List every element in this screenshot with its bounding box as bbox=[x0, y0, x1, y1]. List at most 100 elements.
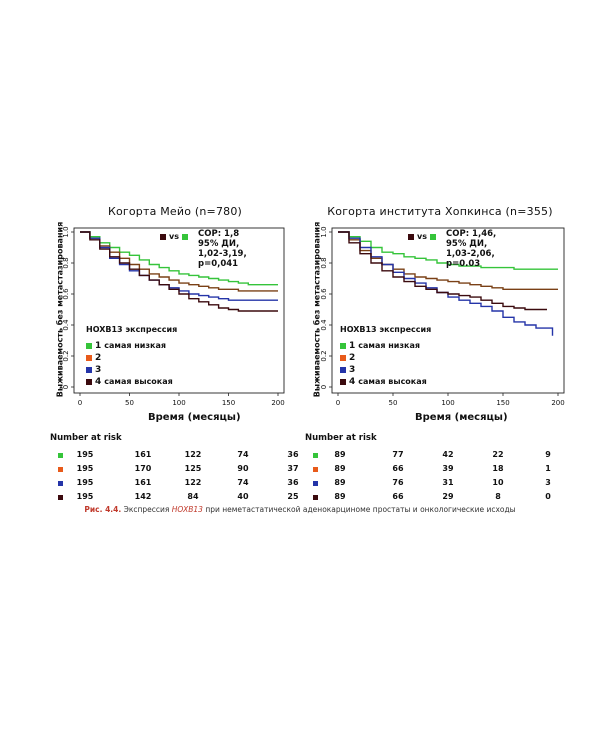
x-tick-label: 150 bbox=[496, 399, 509, 407]
legend-swatch bbox=[340, 378, 346, 385]
risk-table-mayo: Number at risk 195 161 122 74 36 195 170 125 90 3… bbox=[50, 433, 310, 503]
x-tick-label: 200 bbox=[551, 399, 564, 407]
legend-label: самая высокая bbox=[104, 377, 173, 386]
y-tick-label: 0.8 bbox=[320, 257, 328, 268]
legend-swatch-4 bbox=[160, 233, 166, 240]
legend-label: самая высокая bbox=[358, 377, 427, 386]
stat-line: р=0.03 bbox=[446, 259, 481, 269]
risk-cell: 74 bbox=[237, 478, 249, 487]
legend-swatch bbox=[86, 366, 92, 373]
y-tick-label: 0.2 bbox=[320, 350, 328, 361]
legend-swatch-4 bbox=[408, 233, 414, 240]
risk-cell: 10 bbox=[492, 478, 504, 487]
risk-cell: 170 bbox=[134, 464, 152, 473]
legend-number: 2 bbox=[95, 352, 102, 363]
legend-swatch bbox=[340, 366, 346, 373]
y-axis-label: Выживаемость без метастазирования bbox=[312, 221, 322, 398]
risk-row: 195 161 122 74 36 bbox=[50, 478, 310, 490]
risk-row: 89 66 39 18 1 bbox=[305, 464, 575, 476]
chart-mayo: Когорта Мейо (n=780) 0 50 100 150 200 0 0.2 0.4… bbox=[50, 205, 300, 430]
y-tick-label: 0 bbox=[62, 385, 70, 389]
legend-item: 4 самая высокая bbox=[86, 376, 177, 387]
risk-cell: 89 bbox=[334, 478, 346, 487]
stat-line: 95% ДИ, bbox=[446, 239, 488, 249]
risk-cell: 22 bbox=[492, 450, 504, 459]
risk-cell: 76 bbox=[392, 478, 404, 487]
y-tick-label: 0.4 bbox=[62, 319, 70, 331]
comparison-key: vs bbox=[408, 232, 436, 241]
x-tick-label: 100 bbox=[172, 399, 185, 407]
legend-item: 3 bbox=[86, 364, 177, 375]
legend-swatch bbox=[340, 342, 346, 349]
figure-caption: Рис. 4.4. Экспрессия HOXB13 при неметаст… bbox=[0, 505, 600, 514]
legend-item: 1 самая низкая bbox=[340, 340, 431, 351]
legend-number: 1 bbox=[95, 340, 102, 351]
caption-label: Рис. 4.4. bbox=[84, 505, 122, 514]
series-line-1 bbox=[80, 231, 278, 286]
legend-swatch bbox=[340, 354, 346, 361]
caption-suffix: при неметастатической аденокарциноме про… bbox=[202, 505, 516, 514]
caption-gene: HOXB13 bbox=[171, 505, 203, 514]
risk-cell: 125 bbox=[184, 464, 202, 473]
series-line-1 bbox=[338, 231, 558, 270]
x-tick-label: 50 bbox=[389, 399, 398, 407]
stat-line: 1,02-3,19, bbox=[198, 249, 247, 259]
vs-label: vs bbox=[169, 232, 179, 241]
risk-cell: 1 bbox=[545, 464, 551, 473]
y-tick-label: 0.2 bbox=[62, 350, 70, 361]
y-tick-label: 0.4 bbox=[320, 319, 328, 331]
risk-cell: 90 bbox=[237, 464, 249, 473]
legend-number: 2 bbox=[349, 352, 356, 363]
legend-number: 3 bbox=[95, 364, 102, 375]
risk-row: 89 76 31 10 3 bbox=[305, 478, 575, 490]
legend-number: 3 bbox=[349, 364, 356, 375]
hazard-ratio-stats: СОР: 1,8 95% ДИ, 1,02-3,19, р=0,041 bbox=[198, 229, 247, 269]
risk-cell: 8 bbox=[495, 492, 501, 501]
legend-label: самая низкая bbox=[104, 341, 167, 350]
risk-row: 89 66 29 8 0 bbox=[305, 492, 575, 504]
risk-table-title: Number at risk bbox=[50, 433, 122, 443]
legend-item: 4 самая высокая bbox=[340, 376, 431, 387]
stat-line: 1,03-2,06, bbox=[446, 249, 495, 259]
risk-cell: 31 bbox=[442, 478, 454, 487]
risk-cell: 89 bbox=[334, 464, 346, 473]
risk-row: 89 77 42 22 9 bbox=[305, 450, 575, 462]
legend-swatch-1 bbox=[181, 233, 188, 240]
legend-number: 4 bbox=[95, 376, 102, 387]
stat-line: СОР: 1,46, bbox=[446, 229, 497, 239]
stat-line: р=0,041 bbox=[198, 259, 239, 269]
risk-row-swatch bbox=[313, 453, 318, 458]
x-axis-label: Время (месяцы) bbox=[415, 412, 508, 423]
risk-cell: 9 bbox=[545, 450, 551, 459]
risk-cell: 195 bbox=[76, 478, 94, 487]
chart-plot: 0 50 100 150 200 0 0.2 0.4 0.6 0.8 1.0 bbox=[320, 226, 565, 407]
risk-cell: 84 bbox=[187, 492, 199, 501]
risk-cell: 18 bbox=[492, 464, 504, 473]
risk-table-title: Number at risk bbox=[305, 433, 377, 443]
y-tick-label: 0 bbox=[320, 385, 328, 389]
risk-row: 195 170 125 90 37 bbox=[50, 464, 310, 476]
y-tick-label: 0.8 bbox=[62, 257, 70, 268]
series-line-4 bbox=[338, 231, 547, 311]
x-tick-label: 150 bbox=[222, 399, 235, 407]
risk-cell: 3 bbox=[545, 478, 551, 487]
x-tick-label: 0 bbox=[336, 399, 340, 407]
risk-cell: 37 bbox=[287, 464, 299, 473]
risk-row-swatch bbox=[313, 481, 318, 486]
risk-cell: 195 bbox=[76, 492, 94, 501]
x-tick-label: 200 bbox=[271, 399, 284, 407]
series-line-4 bbox=[80, 231, 278, 312]
risk-cell: 161 bbox=[134, 478, 152, 487]
chart-title: Когорта Мейо (n=780) bbox=[107, 205, 243, 218]
risk-cell: 66 bbox=[392, 492, 404, 501]
risk-row: 195 161 122 74 36 bbox=[50, 450, 310, 462]
legend: HOXB13 экспрессия 1 самая низкая 2 3 4 с… bbox=[86, 325, 177, 388]
risk-cell: 66 bbox=[392, 464, 404, 473]
risk-cell: 161 bbox=[134, 450, 152, 459]
risk-cell: 36 bbox=[287, 478, 299, 487]
risk-cell: 42 bbox=[442, 450, 454, 459]
risk-cell: 142 bbox=[134, 492, 152, 501]
y-tick-label: 0.6 bbox=[62, 288, 70, 300]
risk-cell: 29 bbox=[442, 492, 454, 501]
legend-number: 1 bbox=[349, 340, 356, 351]
